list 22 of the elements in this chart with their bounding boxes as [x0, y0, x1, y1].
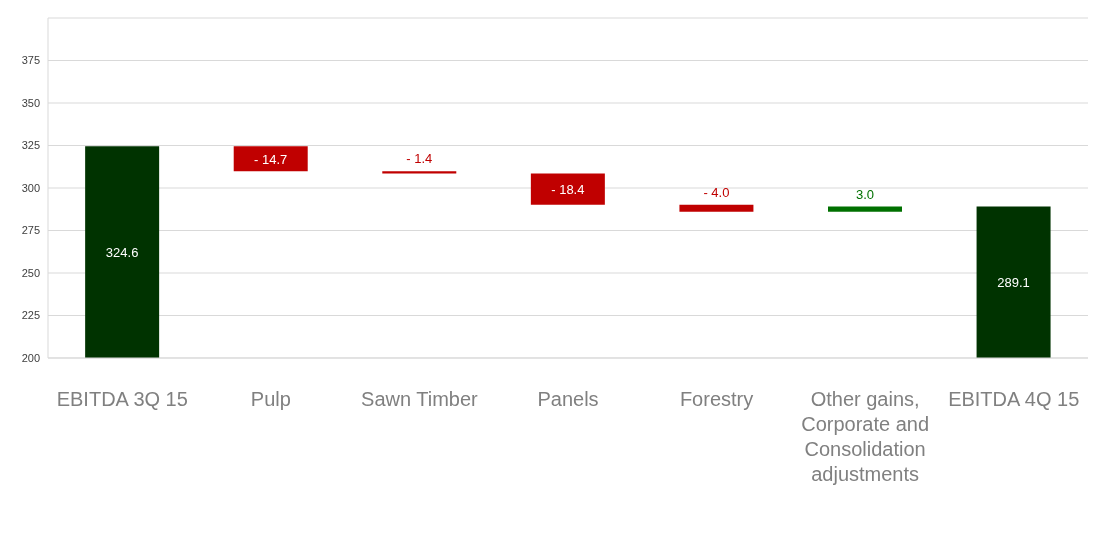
data-label: - 1.4	[406, 151, 433, 167]
data-label: - 4.0	[703, 184, 730, 200]
data-label: 3.0	[855, 186, 875, 202]
x-tick-label: Panels	[537, 388, 599, 410]
y-tick-label: 275	[21, 224, 40, 237]
y-tick-label: 325	[21, 139, 40, 152]
y-tick-label: 375	[21, 54, 40, 67]
y-tick-label: 300	[21, 181, 40, 194]
x-tick-label: Forestry	[679, 388, 754, 410]
y-tick-label: 200	[21, 351, 40, 364]
data-label: 324.6	[105, 245, 139, 261]
x-tick-label: Other gains, Corporate and Consolidation adjustments	[801, 388, 930, 485]
data-label: - 14.7	[254, 151, 288, 167]
data-label: - 18.4	[551, 182, 585, 198]
x-tick-label: EBITDA 4Q 15	[948, 388, 1080, 410]
y-tick-label: 250	[21, 266, 40, 279]
y-tick-label: 350	[21, 96, 40, 109]
x-tick-label: Pulp	[250, 388, 291, 410]
x-tick-label: EBITDA 3Q 15	[56, 388, 188, 410]
y-tick-label: 225	[21, 309, 40, 322]
x-tick-label: Sawn Timber	[361, 388, 479, 410]
data-label: 289.1	[997, 275, 1030, 291]
